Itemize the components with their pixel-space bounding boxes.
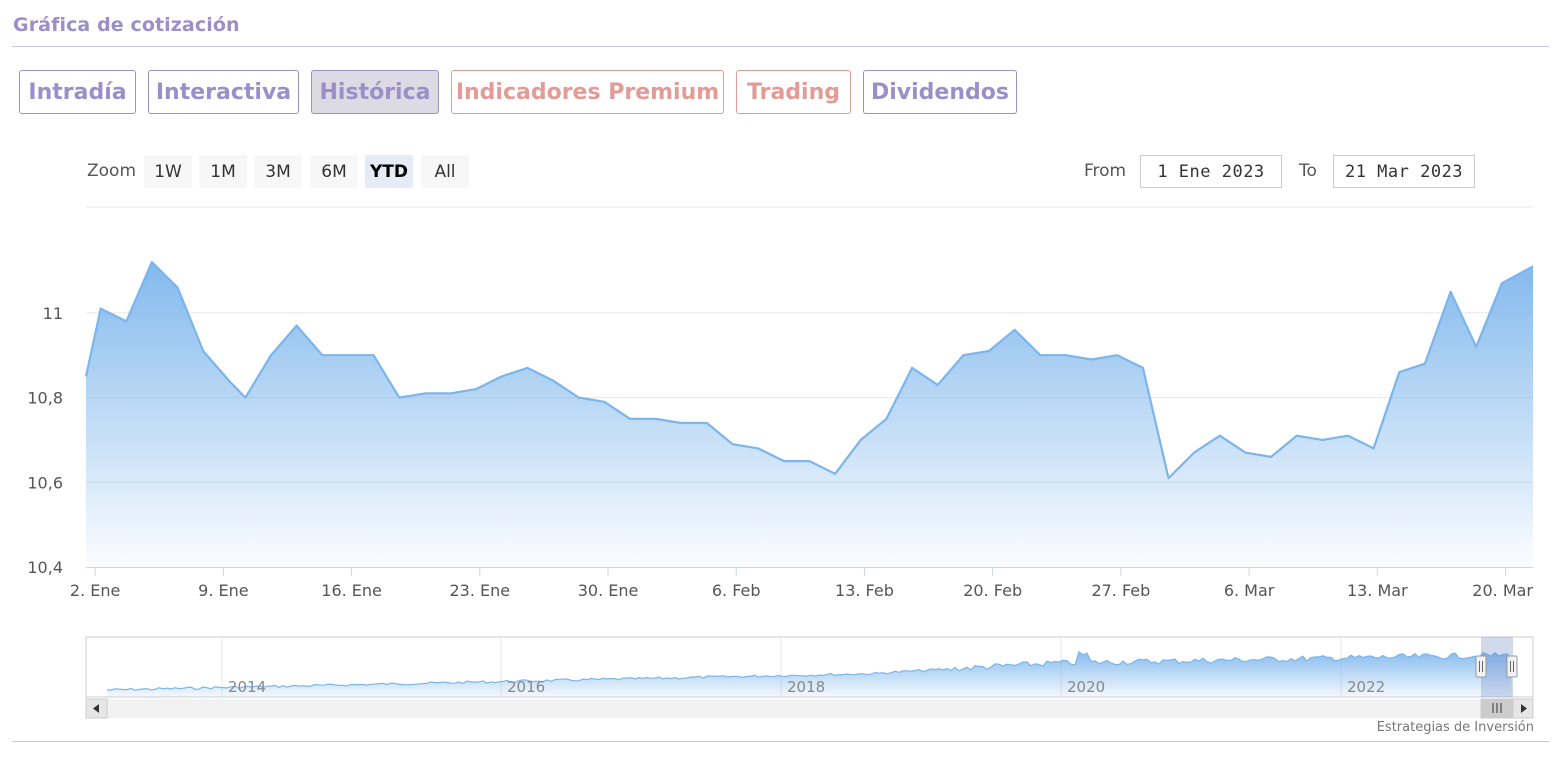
price-area-fill [86, 262, 1533, 567]
from-label: From [1084, 161, 1127, 181]
scrollbar-thumb[interactable] [1480, 698, 1514, 719]
zoom-label: Zoom [87, 161, 137, 181]
navigator-year-label: 2016 [507, 678, 545, 696]
zoom-button-all[interactable]: All [421, 155, 469, 188]
x-tick-label: 9. Ene [198, 581, 248, 600]
x-tick-label: 6. Feb [712, 581, 761, 600]
navigator-year-label: 2018 [787, 678, 825, 696]
navigator-area [107, 651, 1512, 697]
to-label: To [1299, 161, 1317, 181]
navigator-handle-left[interactable] [1475, 655, 1487, 678]
x-tick-label: 20. Feb [963, 581, 1022, 600]
x-tick-label: 20. Mar [1472, 581, 1533, 600]
to-date-input[interactable]: 21 Mar 2023 [1333, 155, 1475, 188]
zoom-button-6m[interactable]: 6M [310, 155, 358, 188]
y-tick-label: 10,4 [27, 558, 63, 577]
scroll-right-button[interactable] [1512, 698, 1534, 719]
x-tick-label: 23. Ene [449, 581, 510, 600]
chart-credit: Estrategias de Inversión [1376, 720, 1534, 735]
arrow-left-icon [93, 704, 99, 713]
tab-dividendos[interactable]: Dividendos [863, 70, 1017, 114]
y-tick-label: 10,8 [27, 389, 63, 408]
zoom-button-1w[interactable]: 1W [144, 155, 192, 188]
x-tick-label: 13. Feb [835, 581, 894, 600]
x-tick-label: 16. Ene [321, 581, 382, 600]
navigator-year-label: 2022 [1347, 678, 1385, 696]
tab-intrad-a[interactable]: Intradía [19, 70, 136, 114]
tab-indicadores-premium[interactable]: Indicadores Premium [451, 70, 724, 114]
bottom-divider [12, 741, 1549, 742]
x-tick-label: 2. Ene [70, 581, 120, 600]
title-divider [12, 46, 1549, 47]
price-line [84, 261, 1534, 480]
navigator-year-label: 2014 [228, 678, 266, 696]
navigator-selection[interactable] [1481, 637, 1513, 697]
navigator-year-label: 2020 [1067, 678, 1105, 696]
page-title: Gráfica de cotización [13, 14, 240, 36]
navigator-line [106, 650, 1512, 691]
scrollbar-track[interactable] [86, 699, 1533, 718]
y-tick-label: 11 [43, 304, 63, 323]
scroll-left-button[interactable] [85, 698, 108, 719]
x-tick-label: 27. Feb [1091, 581, 1150, 600]
tab-hist-rica[interactable]: Histórica [311, 70, 439, 114]
navigator-handle-right[interactable] [1506, 655, 1518, 678]
x-tick-label: 6. Mar [1224, 581, 1275, 600]
zoom-button-1m[interactable]: 1M [199, 155, 247, 188]
zoom-button-3m[interactable]: 3M [254, 155, 302, 188]
x-tick-label: 13. Mar [1347, 581, 1408, 600]
y-tick-label: 10,6 [27, 473, 63, 492]
zoom-button-ytd[interactable]: YTD [365, 155, 413, 188]
from-date-input[interactable]: 1 Ene 2023 [1140, 155, 1282, 188]
navigator-frame [85, 636, 1534, 698]
arrow-right-icon [1521, 704, 1527, 713]
tab-trading[interactable]: Trading [736, 70, 851, 114]
x-tick-label: 30. Ene [578, 581, 639, 600]
tab-interactiva[interactable]: Interactiva [148, 70, 299, 114]
